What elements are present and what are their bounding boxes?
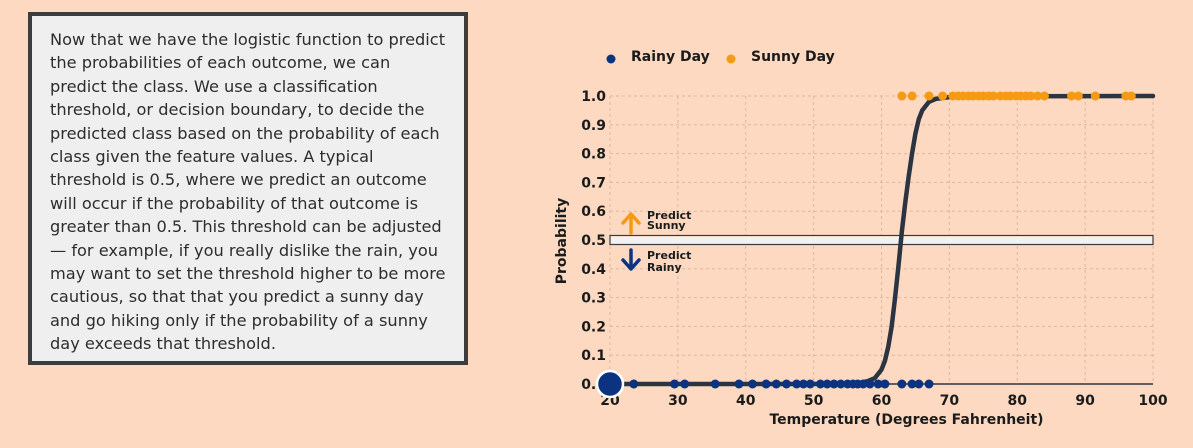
sunny-day-point — [1067, 91, 1077, 101]
rainy-day-point — [792, 379, 802, 389]
sunny-day-point — [1039, 91, 1049, 101]
x-tick-label: 50 — [804, 393, 824, 409]
rainy-day-point — [880, 379, 890, 389]
sunny-day-point — [924, 91, 934, 101]
x-tick-label: 40 — [736, 393, 756, 409]
y-tick-label: 0.2 — [581, 319, 606, 335]
sunny-day-point — [988, 91, 998, 101]
explanation-text: Now that we have the logistic function t… — [50, 30, 446, 354]
rainy-day-point — [897, 379, 907, 389]
y-tick-label: 1.0 — [581, 89, 606, 105]
sunny-day-point — [1026, 91, 1036, 101]
y-tick-label: 0.1 — [581, 348, 606, 364]
y-axis-title: Probability — [554, 198, 570, 285]
sunny-day-point — [897, 91, 907, 101]
rainy-day-point — [629, 379, 639, 389]
predict-sunny-arrow-icon — [621, 212, 641, 235]
x-tick-label: 90 — [1075, 393, 1095, 409]
legend-marker-rainy-day — [606, 54, 616, 64]
sunny-day-point — [1073, 91, 1083, 101]
threshold-band — [609, 234, 1154, 246]
sunny-day-point — [1126, 91, 1136, 101]
rainy-day-point — [924, 379, 934, 389]
rainy-day-point — [680, 379, 690, 389]
y-tick-label: 0.3 — [581, 291, 606, 307]
predict-sunny-label: Predict — [647, 209, 691, 222]
x-axis-title: Temperature (Degrees Fahrenheit) — [769, 412, 1043, 428]
rainy-day-point — [907, 379, 917, 389]
x-tick-label: 80 — [1008, 393, 1028, 409]
rainy-day-point — [873, 379, 883, 389]
predict-rainy-arrow-icon — [621, 248, 641, 271]
y-tick-label: 0.5 — [581, 233, 606, 249]
y-tick-label: 0.8 — [581, 147, 606, 163]
predict-sunny-label: Sunny — [647, 219, 686, 232]
predict-rainy-label: Rainy — [647, 261, 682, 274]
legend-label-rainy-day: Rainy Day — [631, 49, 710, 65]
rainy-day-point — [710, 379, 720, 389]
rainy-day-point — [822, 379, 832, 389]
rainy-day-point — [781, 379, 791, 389]
rainy-day-point — [805, 379, 815, 389]
predict-rainy-label: Predict — [647, 249, 691, 262]
rainy-day-point — [815, 379, 825, 389]
x-tick-label: 30 — [668, 393, 688, 409]
x-tick-label: 100 — [1138, 393, 1167, 409]
rainy-day-point — [771, 379, 781, 389]
rainy-day-point — [734, 379, 744, 389]
rainy-day-point — [858, 379, 868, 389]
rainy-day-point — [836, 379, 846, 389]
highlight-point — [595, 369, 625, 399]
x-tick-label: 70 — [940, 393, 960, 409]
sunny-day-point — [1090, 91, 1100, 101]
rainy-day-point — [748, 379, 758, 389]
sunny-day-point — [907, 91, 917, 101]
rainy-day-point — [761, 379, 771, 389]
sunny-day-point — [938, 91, 948, 101]
legend-marker-sunny-day — [726, 54, 736, 64]
explanation-panel: Now that we have the logistic function t… — [28, 12, 468, 365]
y-tick-label: 0.9 — [581, 118, 606, 134]
y-tick-label: 0.7 — [581, 175, 606, 191]
legend-label-sunny-day: Sunny Day — [751, 49, 835, 65]
rainy-day-point — [829, 379, 839, 389]
y-tick-label: 0.4 — [581, 262, 606, 278]
y-tick-label: 0.6 — [581, 204, 606, 220]
rainy-day-point — [798, 379, 808, 389]
rainy-day-point — [669, 379, 679, 389]
rainy-day-point — [914, 379, 924, 389]
x-tick-label: 60 — [872, 393, 892, 409]
rainy-day-point — [865, 379, 875, 389]
sunny-day-point — [1033, 91, 1043, 101]
